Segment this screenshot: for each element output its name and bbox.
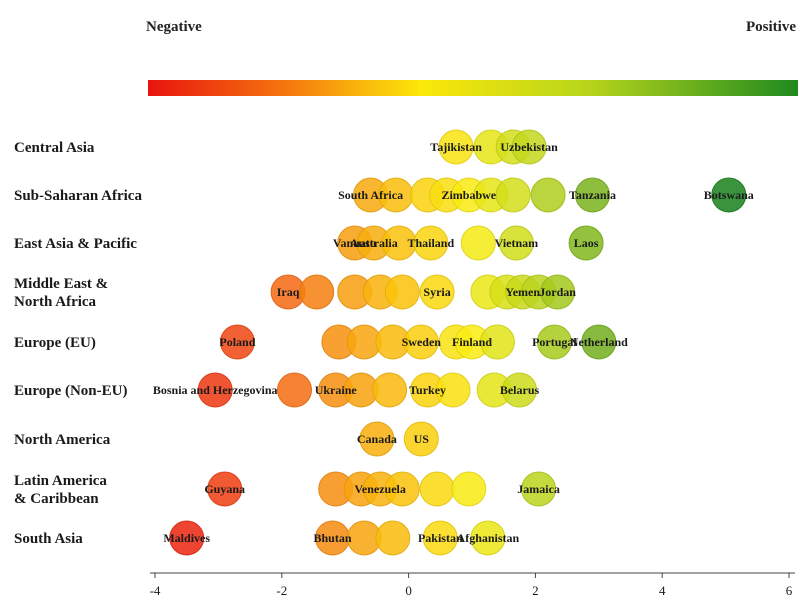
- point-north-america-1: [403, 421, 439, 457]
- point-label-maldives: Maldives: [163, 531, 210, 545]
- point-label-sweden: Sweden: [402, 335, 442, 349]
- point-sub-saharan-africa-8: [575, 177, 610, 213]
- point-label-jamaica: Jamaica: [517, 482, 560, 496]
- point-europe-eu-8: [536, 324, 572, 360]
- region-label-middle-east-north-africa: Middle East & North Africa: [14, 276, 108, 310]
- point-label-australia: Australia: [350, 236, 398, 250]
- point-north-america-0: [359, 421, 395, 457]
- point-label-botswana: Botswana: [704, 188, 754, 202]
- x-axis: -4 -2 0 2 4 6: [150, 573, 793, 598]
- point-east-asia-pacific-4: [460, 225, 496, 261]
- point-east-asia-pacific-3: [413, 225, 449, 261]
- point-label-yemen: Yemen: [505, 285, 540, 299]
- point-label-venezuela: Venezuela: [354, 482, 406, 496]
- point-label-afghanistan: Afghanistan: [457, 531, 520, 545]
- region-label-sub-saharan-africa: Sub-Saharan Africa: [14, 188, 142, 204]
- x-tick-label: -4: [150, 583, 161, 598]
- point-middle-east-north-africa-1: [299, 274, 335, 310]
- point-label-tanzania: Tanzania: [569, 188, 616, 202]
- point-label-bosnia-and-herzegovina: Bosnia and Herzegovina: [153, 383, 278, 397]
- region-label-south-asia: South Asia: [14, 531, 83, 547]
- point-europe-non-eu-1: [277, 372, 312, 408]
- point-east-asia-pacific-6: [568, 225, 604, 261]
- point-label-pakistan: Pakistan: [418, 531, 463, 545]
- x-tick-label: -2: [276, 583, 287, 598]
- x-tick-label: 6: [786, 583, 793, 598]
- point-label-laos: Laos: [574, 236, 599, 250]
- point-labels: Tajikistan Uzbekistan South Africa Zimbabwe…: [153, 140, 754, 545]
- point-label-canada: Canada: [357, 432, 397, 446]
- region-label-east-asia-pacific: East Asia & Pacific: [14, 236, 137, 252]
- point-europe-non-eu-6: [435, 372, 471, 408]
- region-label-central-asia: Central Asia: [14, 140, 95, 156]
- point-label-ukraine: Ukraine: [315, 383, 358, 397]
- point-label-belarus: Belarus: [500, 383, 540, 397]
- point-latin-america-caribbean-7: [521, 471, 557, 507]
- point-europe-eu-4: [403, 324, 439, 360]
- point-middle-east-north-africa-5: [419, 274, 455, 310]
- point-south-asia-4: [422, 520, 458, 556]
- point-label-thailand: Thailand: [407, 236, 454, 250]
- region-label-europe-eu: Europe (EU): [14, 335, 96, 351]
- point-label-bhutan: Bhutan: [313, 531, 351, 545]
- point-label-turkey: Turkey: [409, 383, 446, 397]
- point-label-jordan: Jordan: [539, 285, 576, 299]
- x-tick-label: 2: [532, 583, 539, 598]
- point-sub-saharan-africa-7: [530, 177, 566, 213]
- point-europe-non-eu-0: [197, 372, 233, 408]
- point-sub-saharan-africa-9: [711, 177, 747, 213]
- point-middle-east-north-africa-10: [540, 274, 576, 310]
- point-europe-eu-0: [219, 324, 255, 360]
- region-label-north-america: North America: [14, 432, 111, 448]
- point-central-asia-0: [438, 129, 474, 165]
- point-south-asia-0: [169, 520, 205, 556]
- point-south-asia-5: [470, 520, 506, 556]
- point-central-asia-3: [511, 129, 547, 165]
- data-points: [169, 129, 747, 556]
- point-label-iraq: Iraq: [277, 285, 300, 299]
- point-label-portugal: Portugal: [532, 335, 577, 349]
- point-latin-america-caribbean-0: [207, 471, 243, 507]
- point-europe-eu-9: [581, 324, 617, 360]
- legend-positive-label: Positive: [746, 19, 796, 35]
- point-south-asia-3: [375, 520, 411, 556]
- point-label-south-africa: South Africa: [338, 188, 403, 202]
- point-latin-america-caribbean-4: [384, 471, 420, 507]
- point-east-asia-pacific-5: [498, 225, 534, 261]
- point-label-poland: Poland: [219, 335, 255, 349]
- point-label-netherland: Netherland: [570, 335, 628, 349]
- point-label-finland: Finland: [452, 335, 492, 349]
- point-latin-america-caribbean-5: [419, 471, 455, 507]
- point-latin-america-caribbean-6: [451, 471, 487, 507]
- point-sub-saharan-africa-6: [495, 177, 531, 213]
- x-tick-label: 0: [405, 583, 412, 598]
- x-tick-label: 4: [659, 583, 666, 598]
- point-label-syria: Syria: [423, 285, 450, 299]
- point-label-vietnam: Vietnam: [495, 236, 539, 250]
- region-label-latin-america-caribbean: Latin America & Caribbean: [14, 473, 107, 507]
- point-label-guyana: Guyana: [204, 482, 245, 496]
- point-label-us: US: [414, 432, 430, 446]
- point-label-zimbabwe: Zimbabwe: [441, 188, 496, 202]
- point-label-uzbekistan: Uzbekistan: [500, 140, 558, 154]
- color-scale-bar: [148, 80, 798, 96]
- legend-negative-label: Negative: [146, 19, 202, 35]
- point-europe-eu-7: [479, 324, 515, 360]
- point-europe-non-eu-4: [372, 372, 408, 408]
- point-label-tajikistan: Tajikistan: [430, 140, 482, 154]
- region-label-europe-non-eu: Europe (Non-EU): [14, 383, 127, 399]
- point-europe-non-eu-8: [502, 372, 537, 408]
- point-label-vanuatu: Vanuatu: [333, 236, 377, 250]
- region-labels: Central Asia Sub-Saharan Africa East Asia …: [14, 140, 142, 547]
- point-middle-east-north-africa-4: [384, 274, 420, 310]
